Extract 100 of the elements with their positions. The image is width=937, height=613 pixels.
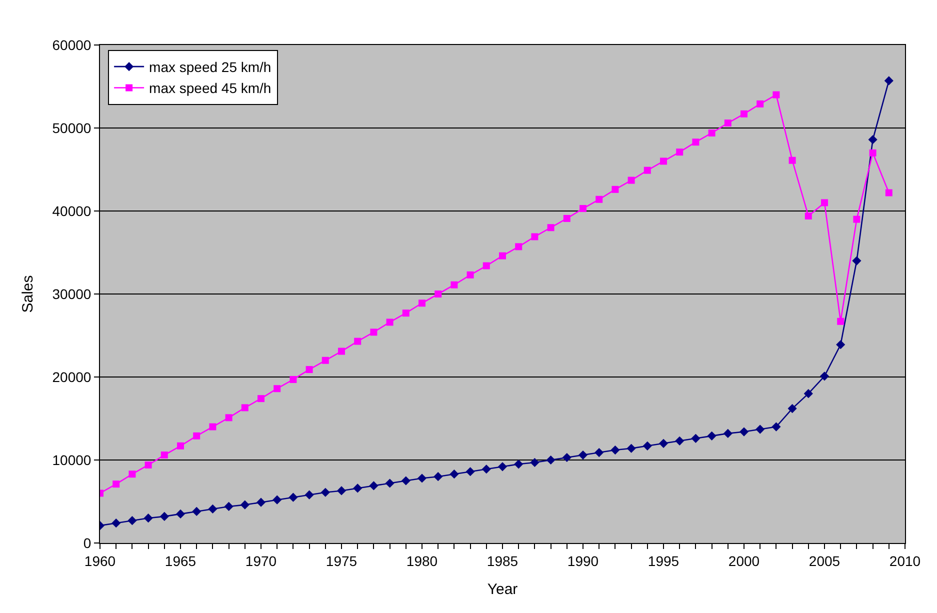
point [304, 490, 314, 500]
point [723, 428, 732, 438]
point [675, 436, 684, 446]
point [563, 214, 570, 222]
point [837, 318, 844, 325]
point [370, 328, 378, 336]
point [144, 514, 153, 523]
point [514, 460, 524, 469]
point [740, 110, 748, 118]
point [112, 518, 121, 528]
x-tick-label: 1965 [164, 552, 196, 569]
x-tick-label: 1990 [567, 552, 599, 569]
point [434, 290, 442, 298]
point [369, 481, 378, 490]
point [820, 372, 830, 381]
point [498, 462, 508, 472]
point [628, 176, 635, 184]
point [788, 404, 797, 414]
point [290, 376, 297, 383]
point [240, 500, 250, 510]
point [707, 431, 716, 440]
point [160, 452, 168, 459]
x-tick-label: 2000 [728, 552, 760, 569]
x-tick-label: 1960 [84, 552, 116, 569]
point [547, 224, 554, 232]
point [402, 310, 410, 317]
legend-label: max speed 25 km/h [149, 59, 272, 76]
point [644, 166, 651, 174]
point [225, 414, 232, 422]
point [192, 506, 202, 516]
point [322, 356, 329, 364]
point [772, 422, 781, 432]
point [385, 478, 394, 488]
point [320, 488, 330, 497]
point [692, 138, 700, 146]
point [596, 196, 603, 203]
point [386, 318, 394, 326]
x-tick-label: 1985 [486, 552, 518, 569]
point [594, 448, 604, 458]
point [450, 470, 459, 479]
point [546, 455, 556, 465]
point [562, 452, 572, 462]
point [144, 461, 152, 468]
point [466, 467, 475, 476]
point [691, 434, 700, 443]
point [353, 484, 362, 493]
point [336, 486, 346, 496]
point [531, 233, 538, 240]
point [208, 504, 218, 514]
point [482, 464, 491, 474]
point [482, 262, 490, 270]
point [450, 281, 458, 288]
point [499, 252, 506, 260]
point [209, 423, 216, 430]
point [580, 205, 586, 212]
point [821, 199, 828, 206]
point [836, 340, 846, 350]
point [258, 395, 264, 402]
point [256, 498, 266, 507]
x-tick-label: 1995 [648, 552, 680, 569]
y-tick-label: 50000 [52, 120, 92, 136]
x-tick-label: 2005 [808, 552, 840, 569]
point [434, 472, 443, 482]
x-tick-label: 1975 [326, 552, 358, 569]
point [708, 129, 716, 136]
point [869, 149, 876, 156]
point [401, 476, 410, 486]
point [626, 444, 636, 453]
point [354, 338, 362, 345]
point [224, 502, 234, 512]
point [756, 100, 764, 108]
point [658, 438, 668, 448]
point [756, 424, 765, 434]
point [804, 389, 813, 398]
point [112, 480, 120, 488]
point [885, 189, 892, 196]
y-axis-title: Sales [20, 275, 37, 313]
y-tick-label: 30000 [52, 286, 92, 302]
point [338, 348, 345, 355]
point [306, 366, 313, 374]
y-tick-label: 10000 [52, 452, 92, 468]
point [160, 512, 169, 521]
x-axis-title: Year [487, 580, 518, 598]
point [417, 474, 427, 483]
point [128, 516, 137, 526]
point [530, 458, 540, 468]
point [739, 427, 749, 436]
point [884, 76, 894, 86]
point [868, 135, 878, 144]
point [418, 300, 426, 307]
point [804, 212, 812, 220]
point [272, 495, 282, 504]
point [642, 441, 652, 450]
point [241, 404, 248, 412]
legend-label: max speed 45 km/h [149, 80, 272, 96]
point [128, 470, 136, 478]
point [288, 492, 298, 502]
point [274, 385, 281, 392]
point [676, 148, 684, 156]
point [724, 120, 732, 127]
